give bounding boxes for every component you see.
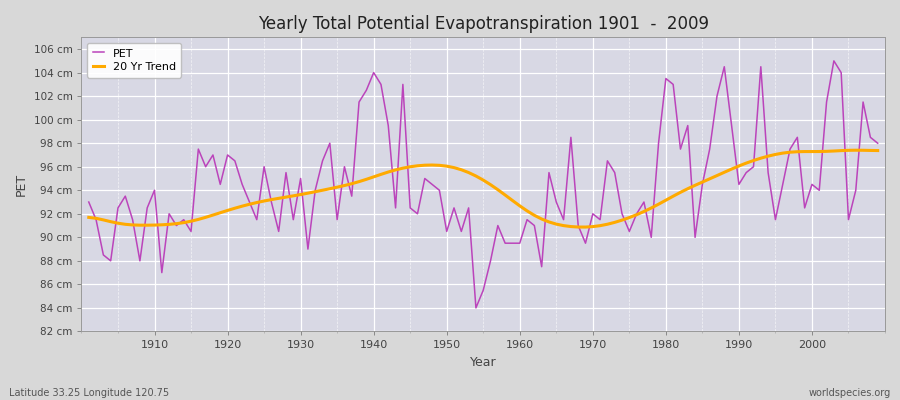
20 Yr Trend	[850, 148, 861, 153]
20 Yr Trend	[609, 220, 620, 225]
PET	[84, 200, 94, 204]
Legend: PET, 20 Yr Trend: PET, 20 Yr Trend	[87, 43, 181, 78]
Line: PET: PET	[89, 61, 878, 308]
Line: 20 Yr Trend: 20 Yr Trend	[89, 150, 878, 227]
PET	[302, 247, 313, 252]
Text: worldspecies.org: worldspecies.org	[809, 388, 891, 398]
PET	[142, 206, 153, 210]
PET	[515, 241, 526, 246]
20 Yr Trend	[515, 204, 526, 208]
PET	[471, 306, 482, 310]
X-axis label: Year: Year	[470, 356, 497, 369]
20 Yr Trend	[142, 223, 153, 228]
PET	[346, 194, 357, 198]
PET	[609, 170, 620, 175]
20 Yr Trend	[580, 225, 591, 230]
Y-axis label: PET: PET	[15, 173, 28, 196]
PET	[522, 217, 533, 222]
20 Yr Trend	[302, 191, 313, 196]
20 Yr Trend	[872, 148, 883, 153]
20 Yr Trend	[84, 215, 94, 220]
20 Yr Trend	[507, 198, 517, 203]
PET	[829, 58, 840, 63]
20 Yr Trend	[346, 181, 357, 186]
Title: Yearly Total Potential Evapotranspiration 1901  -  2009: Yearly Total Potential Evapotranspiratio…	[257, 15, 708, 33]
Text: Latitude 33.25 Longitude 120.75: Latitude 33.25 Longitude 120.75	[9, 388, 169, 398]
PET	[872, 141, 883, 146]
